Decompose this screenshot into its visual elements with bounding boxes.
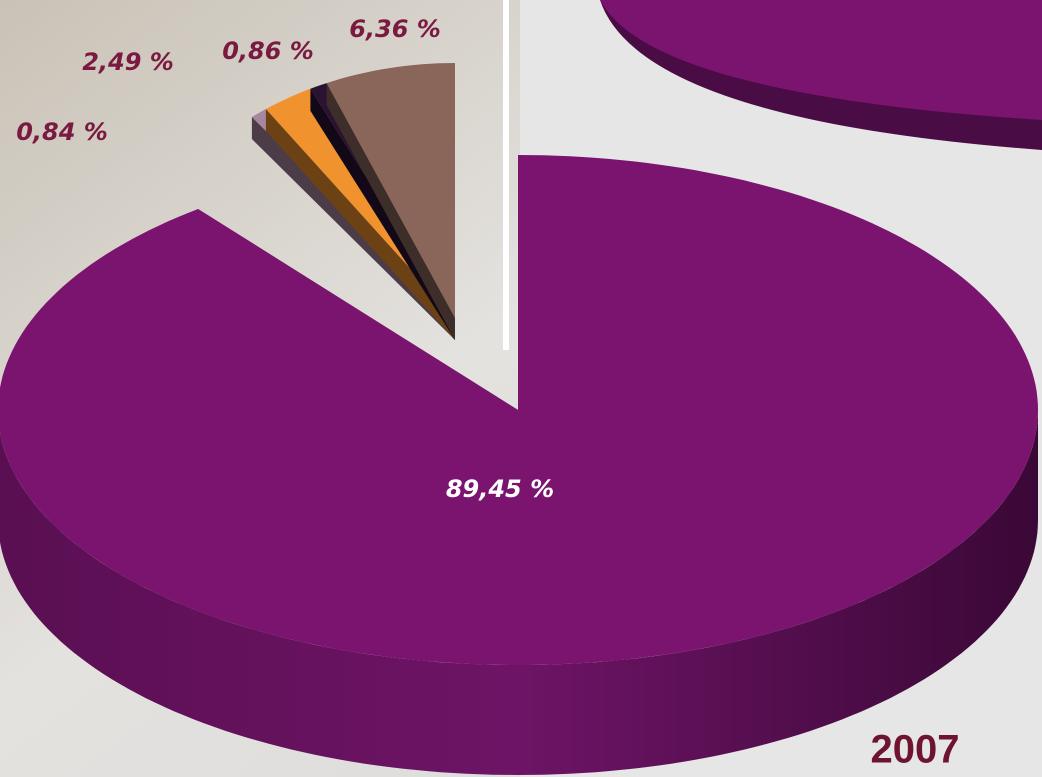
data-label: 0,86 %	[222, 37, 314, 65]
chart-title: 2007	[871, 728, 960, 772]
chart: 2007 89,45 % 0,84 % 2,49 % 0,86 % 6,36 %	[0, 0, 1042, 777]
data-label: 89,45 %	[446, 475, 554, 503]
data-label: 0,84 %	[16, 118, 108, 146]
data-label: 2,49 %	[82, 48, 174, 76]
slice-top	[0, 155, 1038, 665]
pie-slice	[0, 155, 1038, 775]
data-label: 6,36 %	[349, 15, 441, 43]
